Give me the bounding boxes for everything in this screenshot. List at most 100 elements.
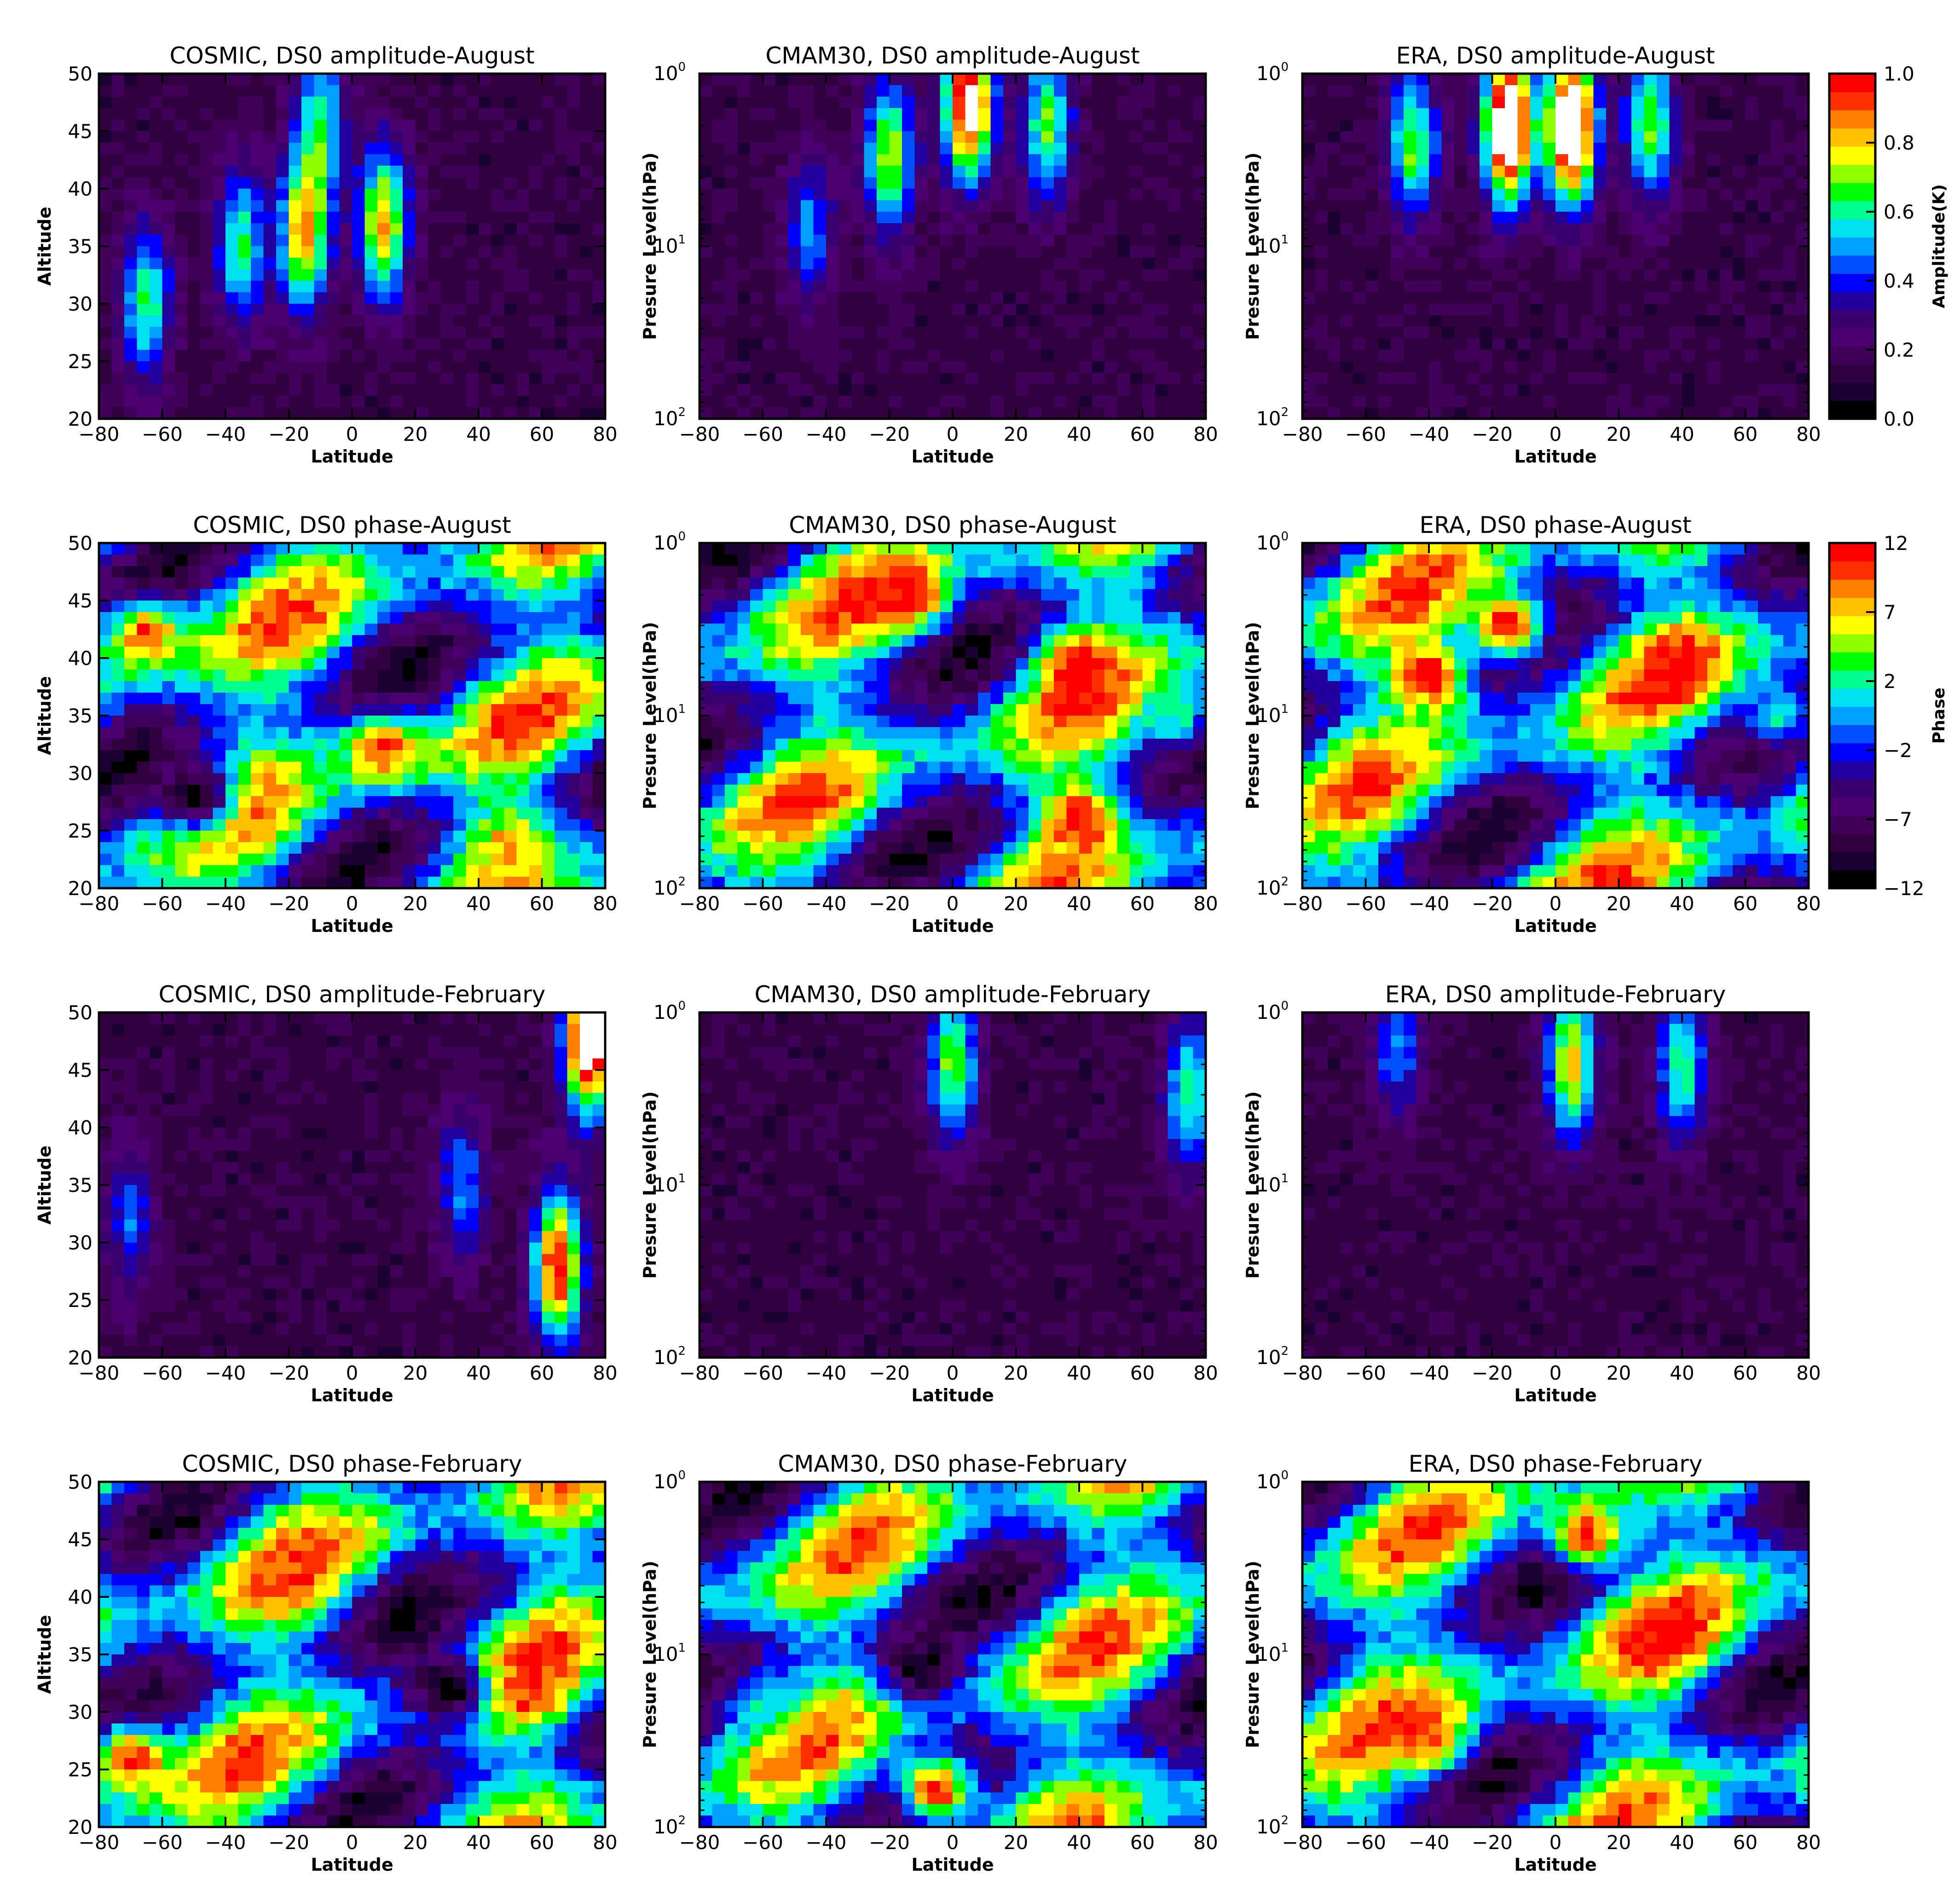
x-tick-label: 80 <box>593 1831 617 1854</box>
x-tick-label: −20 <box>869 1831 910 1854</box>
y-axis-label: Presure Level(hPa) <box>640 152 660 340</box>
y-tick-label: 20 <box>68 1347 93 1369</box>
x-tick-label: −20 <box>1472 892 1513 915</box>
x-tick-label: −60 <box>742 1362 783 1384</box>
y-tick-label: 35 <box>68 705 93 727</box>
heatmap-cells-10 <box>700 1482 1206 1827</box>
colorbar-tick-label: −2 <box>1884 739 1912 762</box>
colorbar-swatch <box>1829 634 1875 653</box>
x-tick-label: 40 <box>466 1831 491 1854</box>
panel-title: ERA, DS0 phase-February <box>1409 1451 1703 1477</box>
y-axis-label: Presure Level(hPa) <box>1243 1091 1263 1279</box>
panel-title: CMAM30, DS0 phase-February <box>778 1451 1127 1477</box>
y-tick-label: 25 <box>68 1289 93 1312</box>
x-tick-label: 80 <box>1796 1362 1821 1384</box>
colorbar-swatch <box>1829 852 1875 871</box>
heatmap-cells-9 <box>99 1482 606 1827</box>
colorbar-swatch <box>1829 779 1875 798</box>
colorbar-tick-label: 7 <box>1884 601 1896 624</box>
x-tick-label: 0 <box>346 1831 358 1854</box>
x-tick-label: −20 <box>268 423 309 445</box>
colorbar-swatch <box>1829 579 1875 598</box>
x-tick-label: 60 <box>1130 1362 1155 1384</box>
x-tick-label: −60 <box>142 423 183 445</box>
colorbar-swatch <box>1829 400 1875 419</box>
panel-title: ERA, DS0 phase-August <box>1419 512 1691 538</box>
x-axis-label: Latitude <box>311 1385 393 1405</box>
x-tick-label: −60 <box>1345 423 1386 445</box>
x-tick-label: −80 <box>79 1831 120 1854</box>
y-tick-label: 100 <box>653 1468 686 1493</box>
y-tick-label: 100 <box>653 60 686 85</box>
x-tick-label: −40 <box>205 892 246 915</box>
x-tick-label: −20 <box>268 892 309 915</box>
x-tick-label: −20 <box>869 892 910 915</box>
x-tick-label: 60 <box>530 892 554 915</box>
colorbar-swatch <box>1829 364 1875 383</box>
x-tick-label: 20 <box>1607 423 1631 445</box>
x-tick-label: 40 <box>1670 1362 1694 1384</box>
colorbar-swatch <box>1829 255 1875 274</box>
x-tick-label: 40 <box>466 892 491 915</box>
colorbar-swatch <box>1829 797 1875 816</box>
y-tick-label: 40 <box>68 1586 93 1608</box>
x-axis-label: Latitude <box>1514 1855 1596 1875</box>
x-tick-label: 40 <box>1067 423 1091 445</box>
panel-5: ERA, DS0 phase-August −80 −60 −40 −20 0 20 40 60… <box>1243 512 1821 936</box>
x-tick-label: 60 <box>1130 423 1155 445</box>
colorbar-swatch <box>1829 870 1875 889</box>
x-tick-label: −80 <box>1282 1831 1323 1854</box>
x-tick-label: −80 <box>679 423 720 445</box>
y-axis-label: Altitude <box>35 1145 55 1225</box>
x-axis-label: Latitude <box>911 1855 994 1875</box>
y-tick-label: 25 <box>68 1758 93 1781</box>
y-tick-label: 100 <box>1256 530 1289 554</box>
colorbar-swatch <box>1829 724 1875 744</box>
y-tick-label: 35 <box>68 1174 93 1197</box>
colorbar-label: Amplitude(K) <box>1930 184 1948 308</box>
y-tick-label: 45 <box>68 120 93 143</box>
x-tick-label: −40 <box>205 1831 246 1854</box>
x-tick-label: 40 <box>1670 423 1694 445</box>
x-tick-label: 0 <box>947 1831 959 1854</box>
x-axis-label: Latitude <box>911 446 994 467</box>
x-tick-label: 60 <box>530 1831 554 1854</box>
x-tick-label: −40 <box>806 1362 847 1384</box>
x-tick-label: −40 <box>1409 423 1450 445</box>
x-tick-label: 80 <box>1796 1831 1821 1854</box>
x-tick-label: −60 <box>142 892 183 915</box>
y-tick-label: 35 <box>68 235 93 258</box>
colorbar-0: 0.0 0.2 0.4 0.6 0.8 1.0 Amplitude(K) <box>1828 63 1948 430</box>
y-tick-label: 20 <box>68 1816 93 1838</box>
x-axis-label: Latitude <box>1514 916 1596 936</box>
panel-title: COSMIC, DS0 amplitude-August <box>169 42 534 69</box>
x-axis-label: Latitude <box>1514 1385 1596 1405</box>
x-tick-label: −20 <box>268 1362 309 1384</box>
y-tick-label: 100 <box>1256 999 1289 1023</box>
x-axis-label: Latitude <box>311 1855 393 1875</box>
x-tick-label: −20 <box>1472 1831 1513 1854</box>
x-tick-label: −80 <box>79 423 120 445</box>
x-tick-label: 0 <box>346 423 358 445</box>
x-tick-label: 0 <box>1549 892 1562 915</box>
x-tick-label: 60 <box>530 423 554 445</box>
colorbar-swatch <box>1829 201 1875 220</box>
panel-title: CMAM30, DS0 amplitude-August <box>765 42 1139 69</box>
colorbar-tick-label: −12 <box>1884 877 1925 900</box>
x-tick-label: 20 <box>403 892 428 915</box>
heatmap-cells-4 <box>700 543 1206 889</box>
heatmap-cells-0 <box>99 74 606 419</box>
colorbar-swatch <box>1829 543 1875 562</box>
x-tick-label: 20 <box>1004 423 1028 445</box>
colorbar-1: −12 −7 −2 2 7 12 Phase <box>1828 532 1948 900</box>
colorbar-swatch <box>1829 743 1875 762</box>
x-tick-label: −20 <box>268 1831 309 1854</box>
colorbar-swatch <box>1829 833 1875 852</box>
x-tick-label: 40 <box>1067 1831 1091 1854</box>
x-tick-label: −80 <box>1282 423 1323 445</box>
x-tick-label: 0 <box>1549 1362 1562 1384</box>
x-tick-label: 40 <box>1067 1362 1091 1384</box>
x-tick-label: −40 <box>1409 1831 1450 1854</box>
x-tick-label: 20 <box>1004 1362 1028 1384</box>
heatmap-cells-7 <box>700 1012 1206 1358</box>
